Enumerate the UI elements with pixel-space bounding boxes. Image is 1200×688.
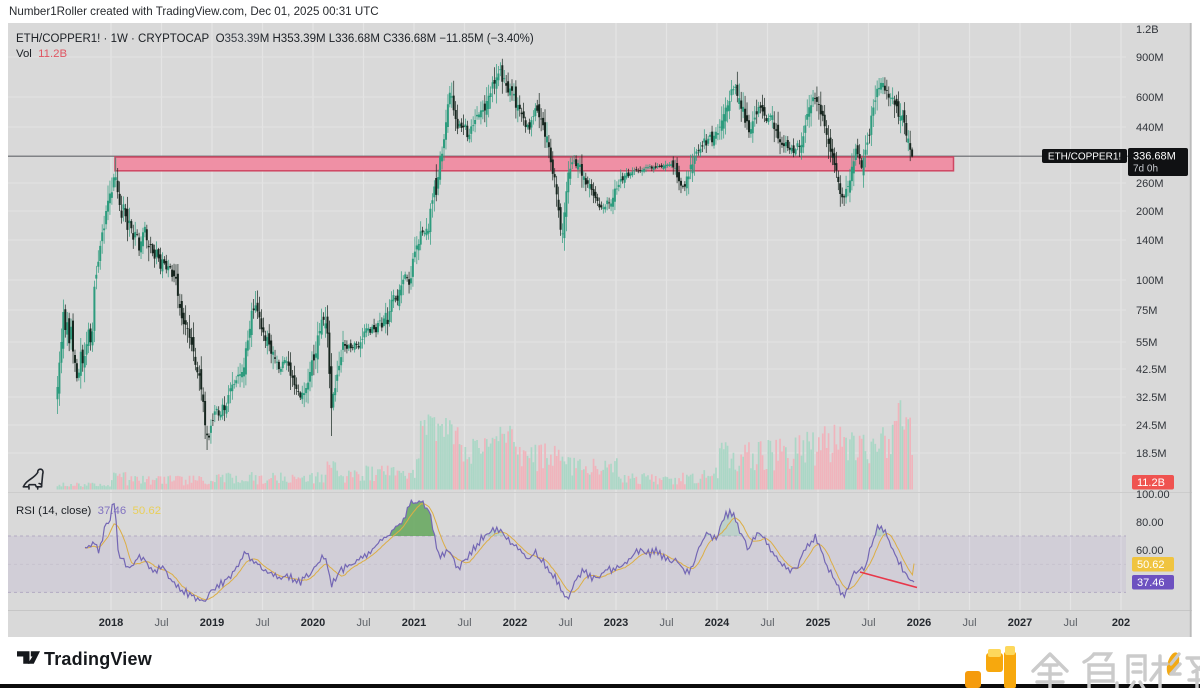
svg-text:Jul: Jul	[255, 617, 269, 629]
svg-text:2026: 2026	[907, 617, 931, 629]
svg-text:2018: 2018	[99, 617, 123, 629]
svg-text:200M: 200M	[1136, 206, 1164, 218]
svg-text:55M: 55M	[1136, 337, 1157, 349]
svg-text:RSI (14, close) 37.46 50.62: RSI (14, close) 37.46 50.62	[16, 505, 161, 517]
svg-text:Jul: Jul	[457, 617, 471, 629]
svg-text:24.5M: 24.5M	[1136, 420, 1167, 432]
svg-text:Jul: Jul	[558, 617, 572, 629]
svg-text:600M: 600M	[1136, 92, 1164, 104]
svg-text:202: 202	[1112, 617, 1130, 629]
svg-text:37.46: 37.46	[1137, 577, 1165, 589]
svg-text:2023: 2023	[604, 617, 628, 629]
svg-text:2027: 2027	[1008, 617, 1032, 629]
svg-text:336.68M: 336.68M	[1133, 151, 1176, 163]
svg-text:75M: 75M	[1136, 305, 1157, 317]
svg-text:2024: 2024	[705, 617, 730, 629]
svg-text:2019: 2019	[200, 617, 224, 629]
svg-text:ETH/COPPER1!: ETH/COPPER1!	[1048, 152, 1121, 163]
svg-text:18.5M: 18.5M	[1136, 448, 1167, 460]
svg-text:32.5M: 32.5M	[1136, 392, 1167, 404]
svg-text:140M: 140M	[1136, 235, 1164, 247]
svg-text:Jul: Jul	[659, 617, 673, 629]
svg-text:42.5M: 42.5M	[1136, 364, 1167, 376]
svg-text:2020: 2020	[301, 617, 325, 629]
svg-text:Jul: Jul	[962, 617, 976, 629]
svg-text:Vol 11.2B: Vol 11.2B	[16, 48, 67, 60]
svg-text:60.00: 60.00	[1136, 545, 1164, 557]
svg-text:7d 0h: 7d 0h	[1133, 164, 1158, 175]
svg-text:11.2B: 11.2B	[1137, 477, 1165, 489]
svg-text:900M: 900M	[1136, 52, 1164, 64]
svg-text:Jul: Jul	[1063, 617, 1077, 629]
svg-text:Jul: Jul	[154, 617, 168, 629]
svg-text:2022: 2022	[503, 617, 527, 629]
svg-text:50.62: 50.62	[1137, 559, 1165, 571]
svg-text:100.00: 100.00	[1136, 489, 1170, 501]
svg-text:Jul: Jul	[861, 617, 875, 629]
svg-text:2025: 2025	[806, 617, 830, 629]
svg-text:80.00: 80.00	[1136, 517, 1164, 529]
svg-text:ETH/COPPER1! · 1W · CRYPTOCAP: ETH/COPPER1! · 1W · CRYPTOCAP O353.39M H…	[16, 33, 534, 45]
svg-text:440M: 440M	[1136, 122, 1164, 134]
svg-text:Jul: Jul	[760, 617, 774, 629]
svg-text:2021: 2021	[402, 617, 426, 629]
svg-text:100M: 100M	[1136, 275, 1164, 287]
svg-text:Jul: Jul	[356, 617, 370, 629]
svg-text:1.2B: 1.2B	[1136, 24, 1159, 36]
svg-text:260M: 260M	[1136, 178, 1164, 190]
